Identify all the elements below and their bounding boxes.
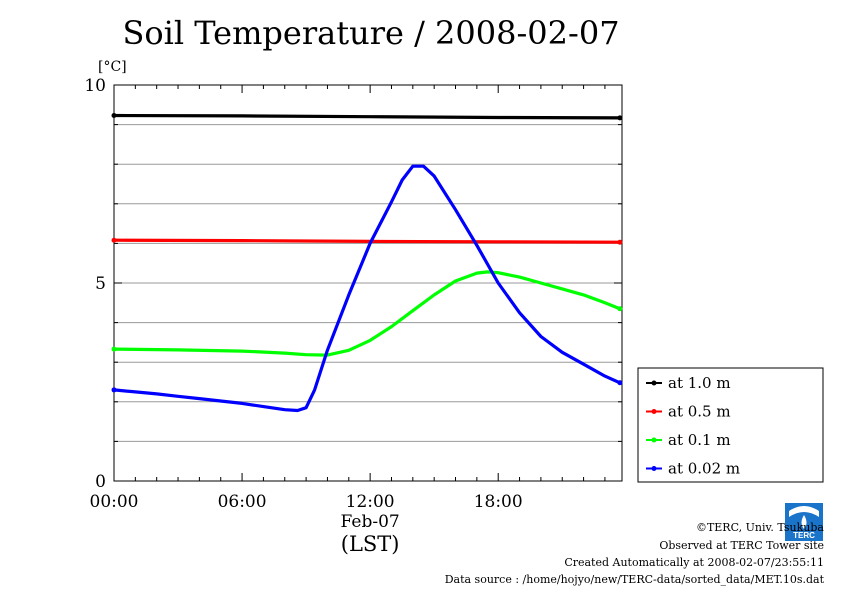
legend-box	[637, 367, 824, 483]
x-tick-label: 18:00	[474, 492, 523, 512]
y-tick-label: 10	[84, 76, 106, 96]
series-line-3	[112, 164, 622, 413]
series-end-marker	[617, 306, 623, 312]
legend-swatch-marker	[651, 437, 657, 443]
legend-swatch-marker	[651, 380, 657, 386]
y-tick-label: 0	[95, 472, 106, 492]
legend-label: at 0.1 m	[668, 431, 731, 449]
series-end-marker	[617, 115, 623, 121]
series-start-marker	[111, 387, 117, 393]
series-end-marker	[617, 239, 623, 245]
series-end-marker	[617, 380, 623, 386]
svg-text:TERC: TERC	[793, 531, 815, 540]
legend-label: at 0.5 m	[668, 403, 731, 421]
footer-observed: Observed at TERC Tower site	[659, 539, 824, 552]
series-line-0	[112, 113, 622, 120]
series-line-2	[112, 270, 622, 357]
footer-source: Data source : /home/hojyo/new/TERC-data/…	[444, 573, 824, 586]
legend-label: at 0.02 m	[668, 460, 740, 478]
x-tick-label: 00:00	[90, 492, 139, 512]
footer-created: Created Automatically at 2008-02-07/23:5…	[564, 556, 824, 569]
footer-copyright: ©TERC, Univ. Tsukuba	[695, 521, 824, 534]
series-start-marker	[111, 112, 117, 118]
chart-title: Soil Temperature / 2008-02-07	[122, 14, 620, 52]
series-line-1	[112, 238, 622, 244]
series-start-marker	[111, 237, 117, 243]
x-tick-label: 06:00	[218, 492, 267, 512]
legend-swatch-marker	[651, 466, 657, 471]
terc-logo: TERC	[785, 503, 823, 541]
legend-swatch-marker	[651, 409, 657, 414]
terc-logo-icon: TERC	[785, 503, 823, 541]
x-axis-label: (LST)	[341, 532, 400, 556]
x-date-label: Feb-07	[341, 512, 400, 532]
y-axis-label: [°C]	[98, 59, 127, 75]
legend-label: at 1.0 m	[668, 374, 731, 392]
x-tick-label: 12:00	[346, 492, 395, 512]
y-tick-label: 5	[95, 274, 106, 294]
series-start-marker	[111, 346, 117, 352]
